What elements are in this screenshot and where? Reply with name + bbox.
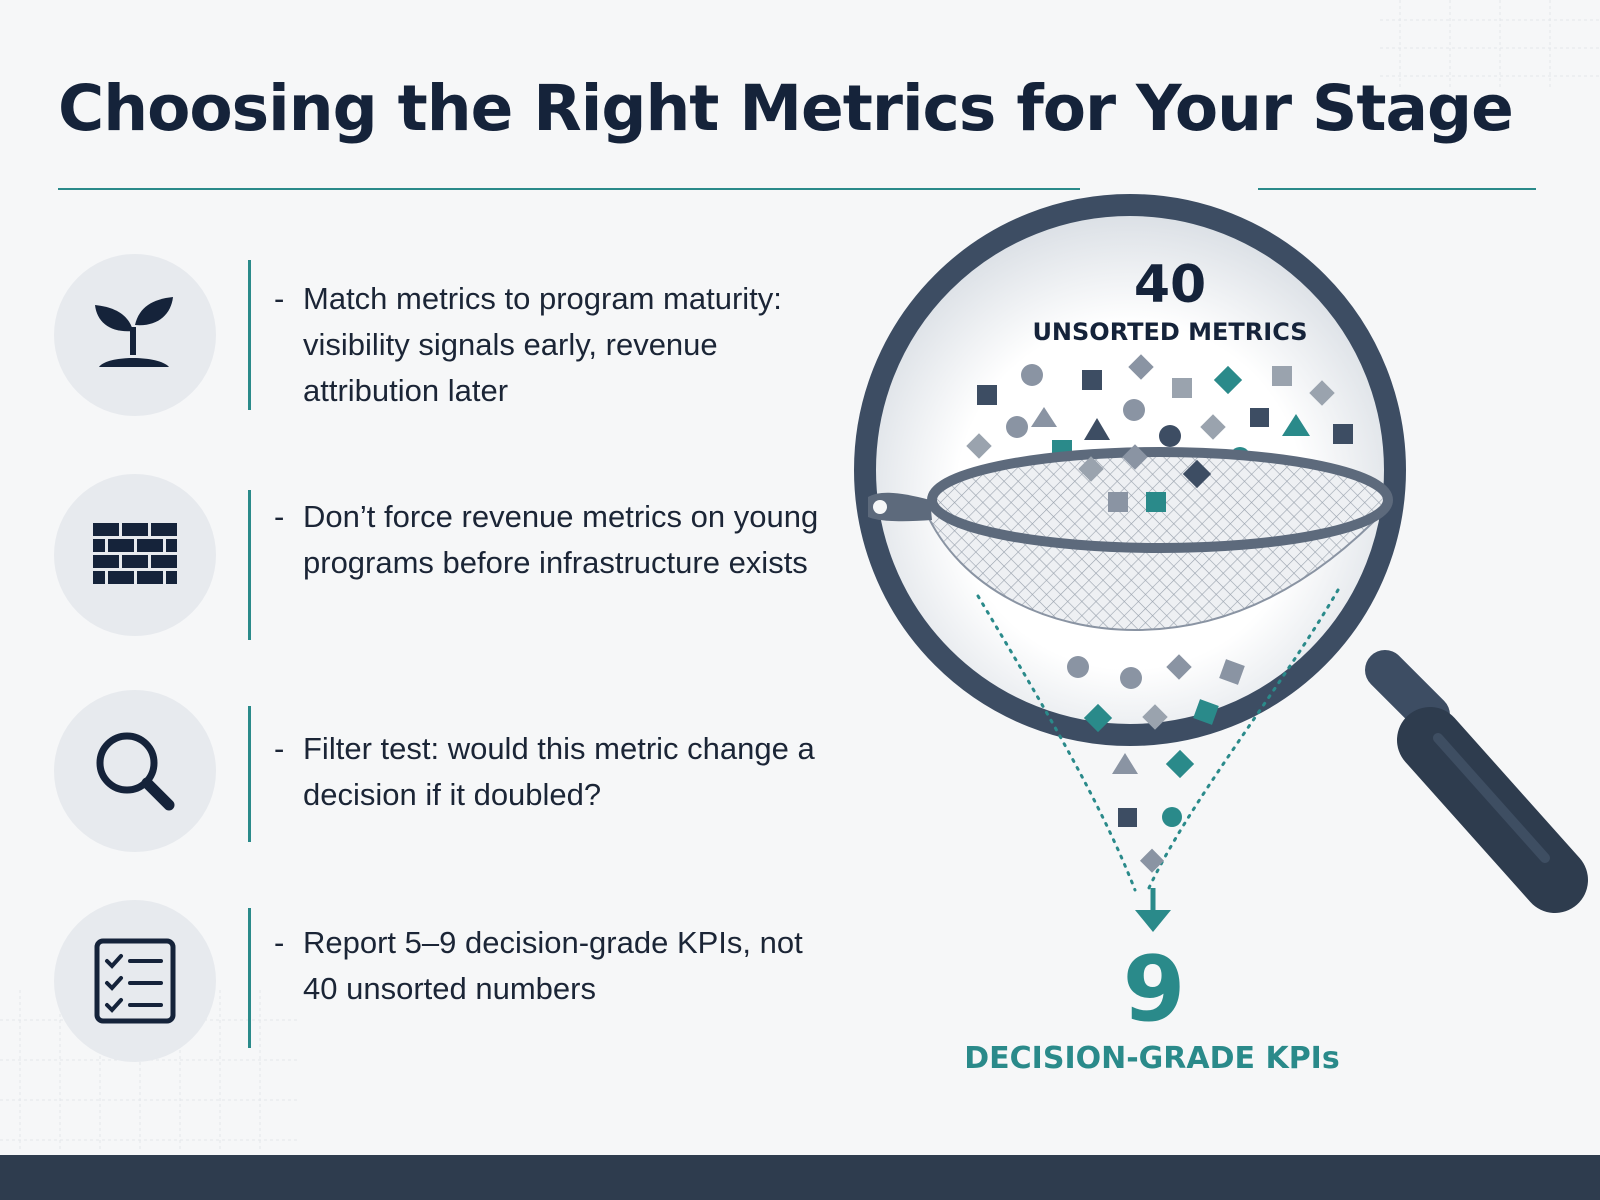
icon-circle	[54, 474, 216, 636]
title-divider-right	[1258, 188, 1536, 190]
bullet-dash: -	[274, 925, 285, 960]
point-row: - Filter test: would this metric change …	[0, 690, 860, 860]
footer-bar	[0, 1155, 1600, 1200]
bullet-dash: -	[274, 731, 285, 766]
point-row: - Don’t force revenue metrics on young p…	[0, 474, 860, 644]
accent-bar	[248, 490, 251, 640]
grid-pattern-top-right	[1380, 0, 1600, 90]
icon-circle	[54, 254, 216, 416]
point-text: Filter test: would this metric change a …	[303, 731, 815, 812]
icon-circle	[54, 900, 216, 1062]
magnifier-handle	[1365, 650, 1588, 913]
brick-wall-icon	[93, 523, 177, 584]
funnel-guides	[976, 588, 1340, 892]
magnifier-icon	[96, 732, 175, 811]
point-row: - Match metrics to program maturity: vis…	[0, 252, 860, 422]
output-count: 9	[1123, 937, 1186, 1042]
sprout-icon	[95, 297, 173, 367]
accent-bar	[248, 706, 251, 842]
icon-circle	[54, 690, 216, 852]
page-title: Choosing the Right Metrics for Your Stag…	[58, 72, 1514, 145]
title-divider	[58, 188, 1080, 190]
point-row: - Report 5–9 decision-grade KPIs, not 40…	[0, 900, 860, 1070]
arrow-down-icon	[1135, 888, 1171, 932]
bullet-dash: -	[274, 281, 285, 316]
checklist-icon	[94, 938, 176, 1024]
output-label: DECISION-GRADE KPIs	[964, 1041, 1339, 1076]
accent-bar	[248, 908, 251, 1048]
magnifier-rim	[854, 194, 1406, 746]
point-text: Report 5–9 decision-grade KPIs, not 40 u…	[303, 925, 803, 1006]
accent-bar	[248, 260, 251, 410]
bullet-dash: -	[274, 499, 285, 534]
filter-illustration: 40 UNSORTED METRICS	[854, 194, 1588, 1076]
input-count: 40	[1134, 255, 1206, 315]
point-text: Match metrics to program maturity: visib…	[303, 281, 782, 408]
input-label: UNSORTED METRICS	[1032, 318, 1307, 346]
point-text: Don’t force revenue metrics on young pro…	[303, 499, 819, 580]
